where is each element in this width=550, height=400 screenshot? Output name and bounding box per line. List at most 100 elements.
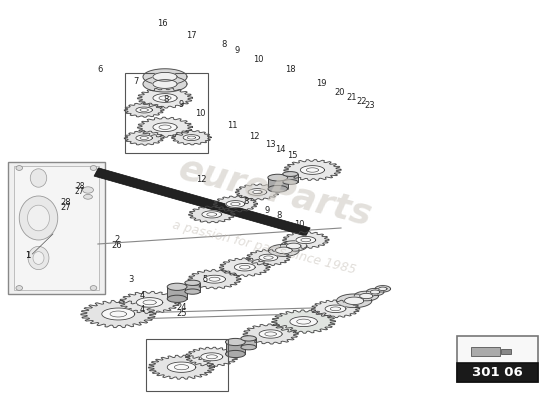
Polygon shape	[188, 270, 241, 289]
Bar	[502, 348, 512, 354]
Ellipse shape	[90, 286, 97, 290]
Text: 7: 7	[134, 78, 139, 86]
Polygon shape	[366, 288, 384, 296]
Text: 20: 20	[334, 88, 345, 97]
Ellipse shape	[226, 338, 245, 346]
Polygon shape	[276, 247, 292, 254]
Text: 301 06: 301 06	[472, 366, 522, 379]
Polygon shape	[287, 243, 301, 249]
Ellipse shape	[19, 196, 58, 240]
Polygon shape	[183, 135, 200, 140]
Text: 8: 8	[163, 95, 169, 104]
Polygon shape	[153, 94, 177, 102]
Text: 10: 10	[195, 110, 206, 118]
Bar	[456, 336, 538, 382]
FancyArrow shape	[94, 168, 310, 236]
Polygon shape	[202, 211, 222, 218]
Text: 15: 15	[287, 151, 298, 160]
Polygon shape	[204, 275, 226, 283]
Polygon shape	[344, 297, 364, 304]
Ellipse shape	[185, 280, 200, 286]
Ellipse shape	[268, 174, 288, 181]
Polygon shape	[284, 160, 341, 180]
Bar	[167, 287, 187, 299]
Polygon shape	[243, 324, 298, 344]
FancyBboxPatch shape	[8, 162, 104, 294]
Polygon shape	[148, 355, 214, 379]
Polygon shape	[311, 300, 360, 318]
Ellipse shape	[16, 286, 23, 290]
Ellipse shape	[28, 205, 50, 231]
Text: 28: 28	[60, 198, 72, 207]
Polygon shape	[300, 166, 324, 174]
Polygon shape	[378, 287, 387, 290]
Ellipse shape	[241, 336, 256, 341]
Text: 16: 16	[157, 20, 168, 28]
Polygon shape	[296, 236, 316, 244]
Polygon shape	[259, 330, 282, 338]
Polygon shape	[268, 244, 299, 256]
Text: euroParts: euroParts	[175, 152, 375, 232]
Ellipse shape	[268, 186, 288, 192]
Polygon shape	[119, 292, 180, 313]
Text: 10: 10	[253, 56, 264, 64]
Ellipse shape	[226, 350, 245, 358]
Bar	[283, 174, 298, 182]
Polygon shape	[290, 317, 317, 326]
Ellipse shape	[33, 252, 44, 264]
Ellipse shape	[28, 246, 49, 270]
Text: 11: 11	[227, 122, 238, 130]
Text: 8: 8	[277, 212, 282, 220]
Polygon shape	[124, 131, 164, 145]
Polygon shape	[136, 135, 152, 141]
Text: 10: 10	[294, 220, 305, 228]
Text: 5: 5	[202, 275, 207, 284]
Text: 27: 27	[75, 187, 85, 196]
Polygon shape	[337, 294, 372, 308]
Ellipse shape	[167, 295, 187, 302]
Text: 27: 27	[60, 204, 72, 212]
Polygon shape	[185, 347, 238, 366]
Ellipse shape	[283, 180, 298, 184]
Polygon shape	[153, 72, 177, 81]
Polygon shape	[102, 308, 135, 320]
Ellipse shape	[167, 283, 187, 290]
Polygon shape	[136, 298, 163, 307]
Text: 26: 26	[111, 242, 122, 250]
Polygon shape	[153, 123, 177, 132]
Polygon shape	[370, 290, 380, 294]
Text: 1: 1	[25, 252, 30, 260]
Bar	[14, 166, 99, 290]
Polygon shape	[360, 293, 373, 299]
Text: 17: 17	[186, 31, 197, 40]
Polygon shape	[213, 196, 257, 212]
Text: 9: 9	[235, 46, 240, 55]
Polygon shape	[167, 362, 196, 372]
Text: 22: 22	[356, 98, 367, 106]
Text: 1: 1	[25, 252, 30, 260]
Ellipse shape	[16, 166, 23, 170]
Polygon shape	[354, 291, 378, 301]
Polygon shape	[226, 201, 245, 207]
Text: 8: 8	[222, 40, 227, 49]
Text: 2: 2	[114, 236, 119, 244]
Polygon shape	[143, 76, 187, 92]
Polygon shape	[219, 258, 270, 276]
Ellipse shape	[84, 194, 92, 199]
Text: 9: 9	[179, 100, 184, 109]
Text: 14: 14	[275, 146, 286, 154]
Ellipse shape	[30, 169, 47, 187]
Polygon shape	[235, 184, 279, 200]
Polygon shape	[283, 232, 329, 248]
Polygon shape	[246, 250, 290, 266]
Polygon shape	[248, 189, 267, 195]
Polygon shape	[138, 117, 192, 137]
Ellipse shape	[185, 289, 200, 294]
Text: 19: 19	[316, 80, 327, 88]
Text: 9: 9	[264, 206, 270, 215]
Bar	[226, 342, 245, 354]
Text: 3: 3	[128, 276, 134, 284]
Polygon shape	[172, 130, 211, 145]
Bar	[456, 363, 538, 382]
Text: 13: 13	[265, 140, 276, 149]
